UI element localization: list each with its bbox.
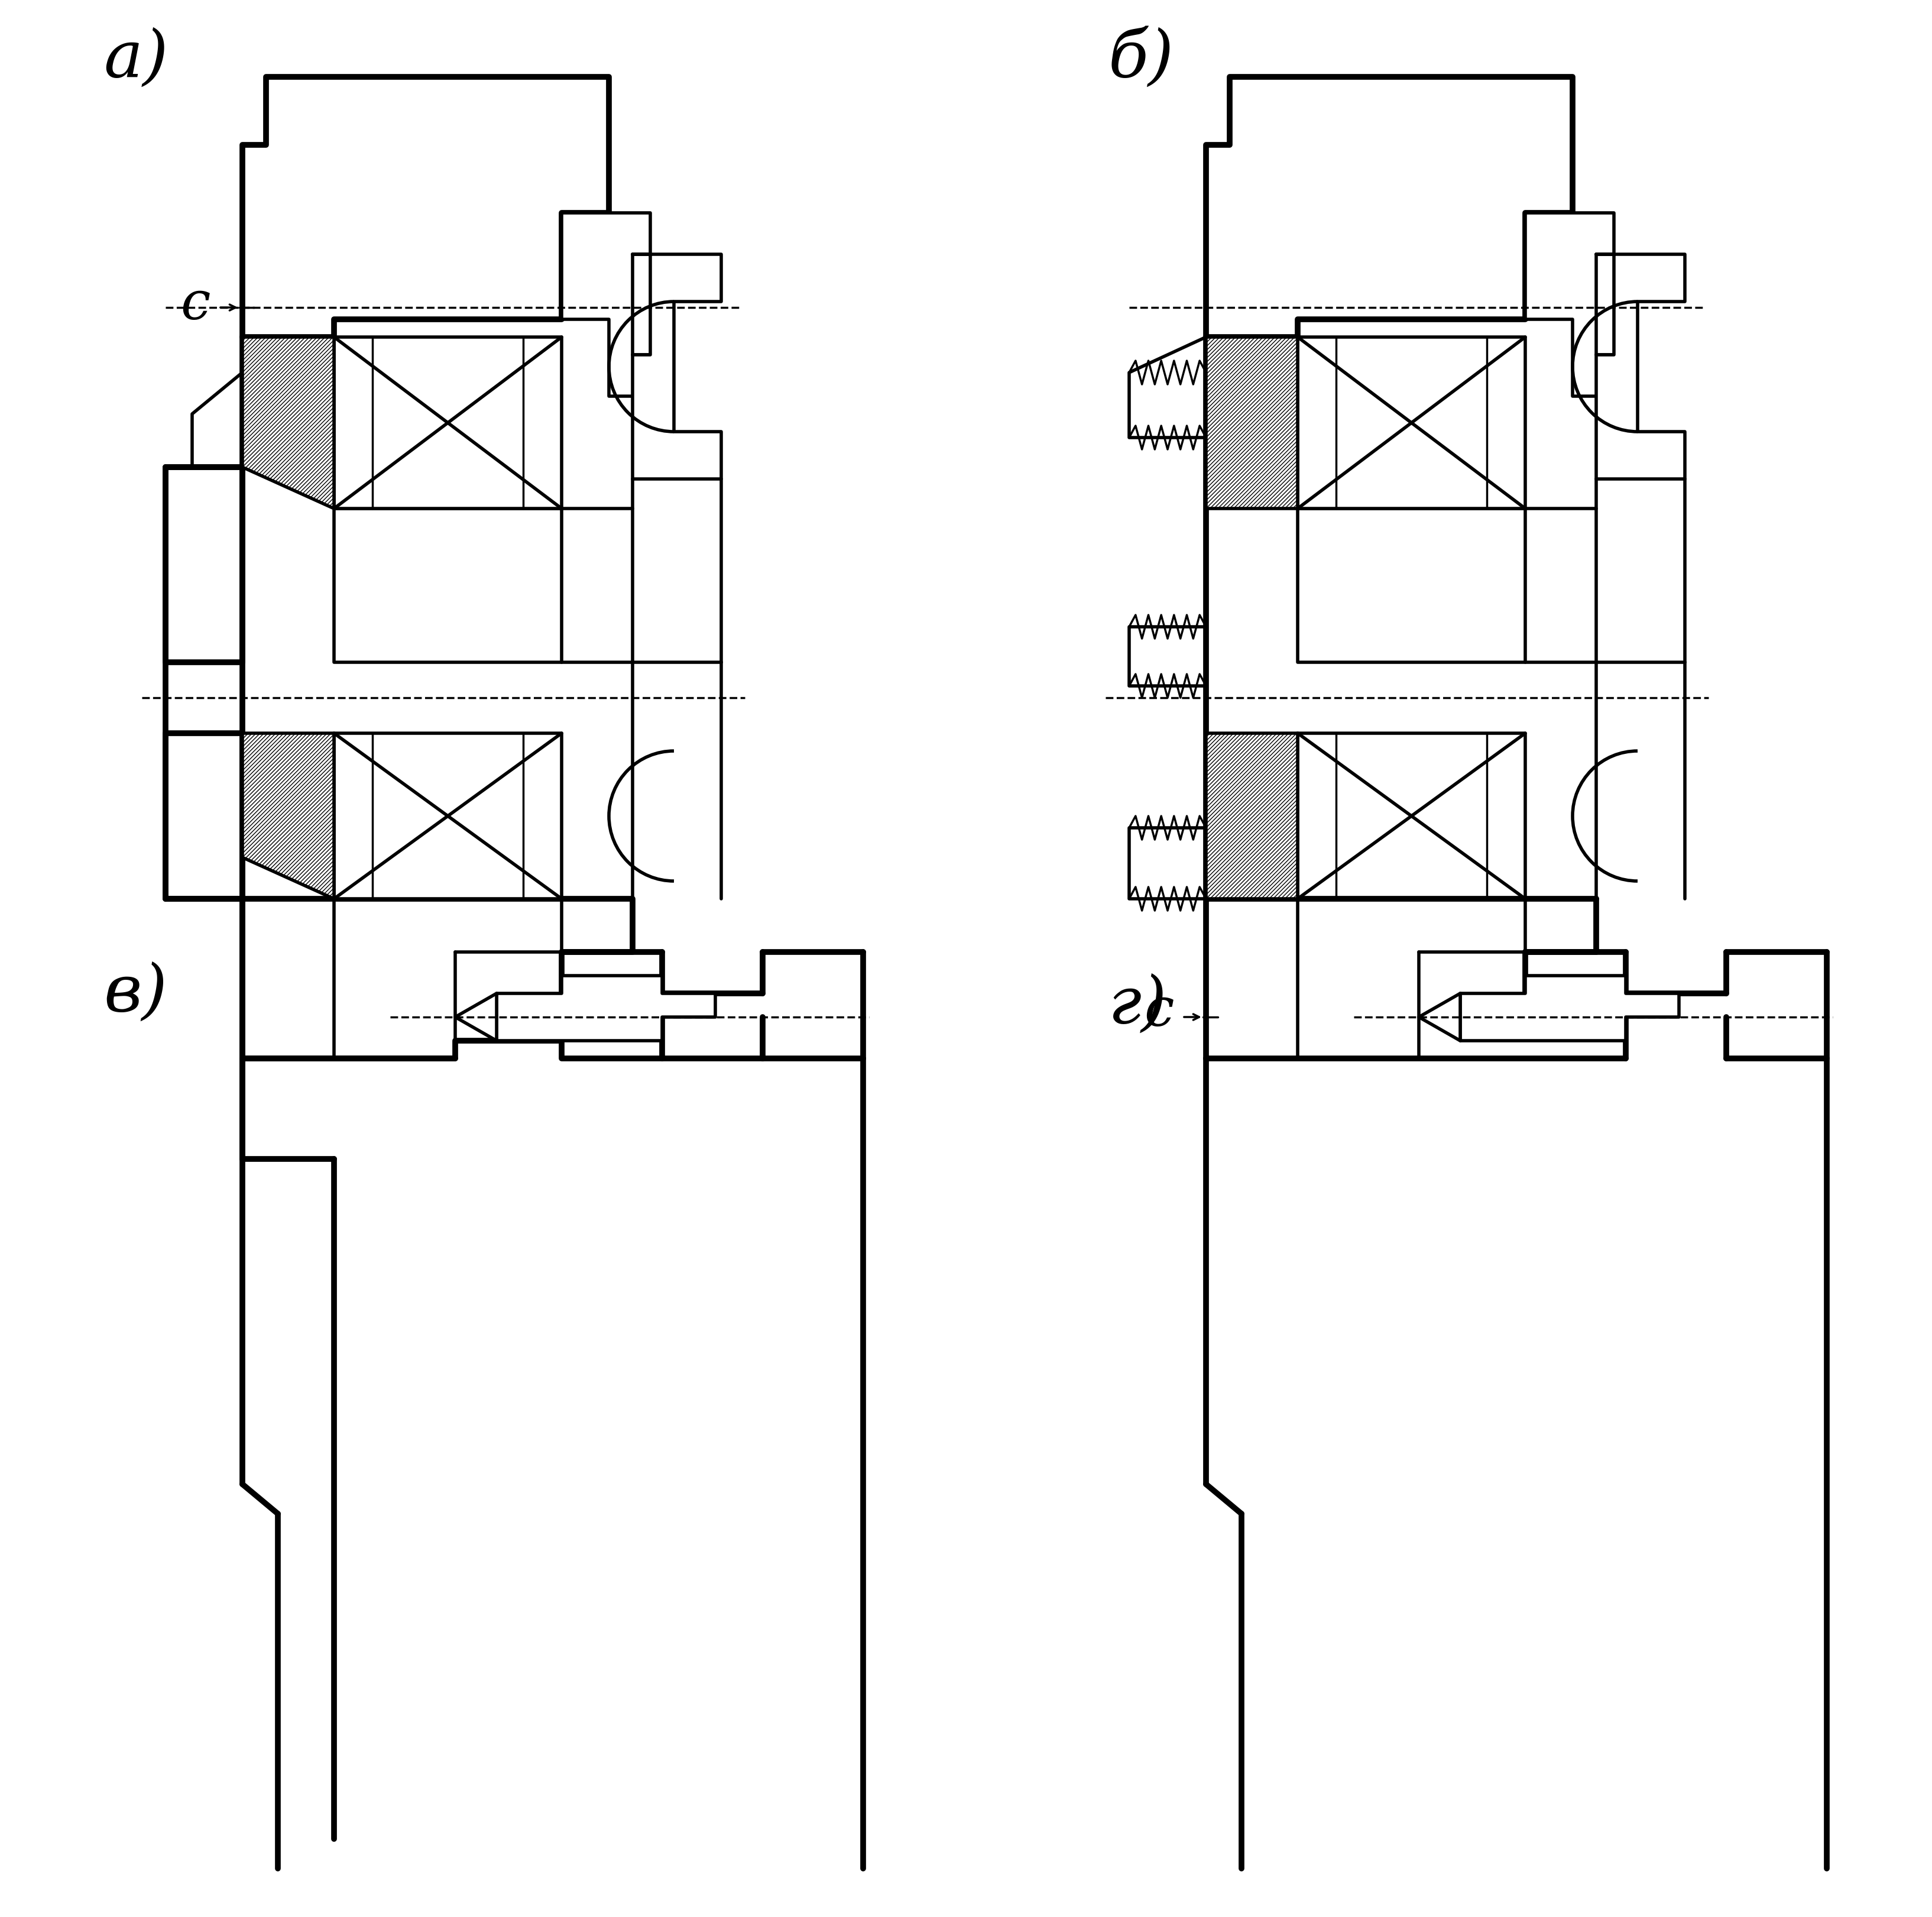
Polygon shape [1206, 77, 1573, 337]
Polygon shape [1128, 337, 1206, 437]
Text: c: c [1144, 985, 1175, 1037]
Polygon shape [562, 213, 651, 397]
Polygon shape [1298, 508, 1524, 661]
Polygon shape [334, 508, 562, 661]
Polygon shape [456, 993, 497, 1041]
Polygon shape [1128, 627, 1206, 686]
Polygon shape [1298, 732, 1524, 899]
Polygon shape [1206, 337, 1298, 508]
Polygon shape [241, 732, 334, 899]
Polygon shape [1596, 255, 1685, 479]
Polygon shape [497, 976, 715, 1041]
Polygon shape [241, 899, 663, 1058]
Polygon shape [1298, 337, 1524, 508]
Text: б): б) [1109, 27, 1175, 90]
Polygon shape [241, 77, 609, 337]
Text: г): г) [1109, 974, 1167, 1037]
Polygon shape [1418, 993, 1461, 1041]
Polygon shape [1128, 828, 1206, 899]
Polygon shape [632, 255, 721, 479]
Polygon shape [1461, 976, 1679, 1041]
Polygon shape [166, 468, 241, 661]
Text: c: c [180, 278, 211, 330]
Polygon shape [334, 337, 562, 508]
Text: в): в) [104, 962, 168, 1026]
Polygon shape [1524, 213, 1613, 397]
Polygon shape [334, 732, 562, 899]
Polygon shape [1206, 732, 1298, 899]
Polygon shape [241, 337, 334, 508]
Polygon shape [191, 372, 241, 661]
Polygon shape [166, 732, 241, 899]
Text: а): а) [104, 27, 168, 90]
